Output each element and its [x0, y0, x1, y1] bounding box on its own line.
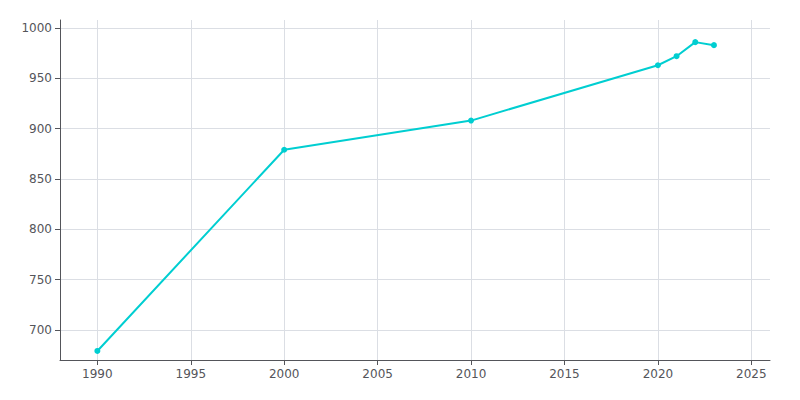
svg-text:950: 950 [29, 71, 52, 85]
svg-text:2020: 2020 [643, 367, 674, 381]
svg-text:800: 800 [29, 222, 52, 236]
svg-text:700: 700 [29, 323, 52, 337]
svg-text:2015: 2015 [549, 367, 580, 381]
svg-text:2025: 2025 [736, 367, 767, 381]
svg-text:850: 850 [29, 172, 52, 186]
svg-text:750: 750 [29, 273, 52, 287]
svg-text:2010: 2010 [456, 367, 487, 381]
svg-text:1990: 1990 [82, 367, 113, 381]
svg-text:1995: 1995 [176, 367, 207, 381]
svg-text:1000: 1000 [21, 21, 52, 35]
svg-text:900: 900 [29, 122, 52, 136]
svg-text:2000: 2000 [269, 367, 300, 381]
svg-text:2005: 2005 [362, 367, 393, 381]
